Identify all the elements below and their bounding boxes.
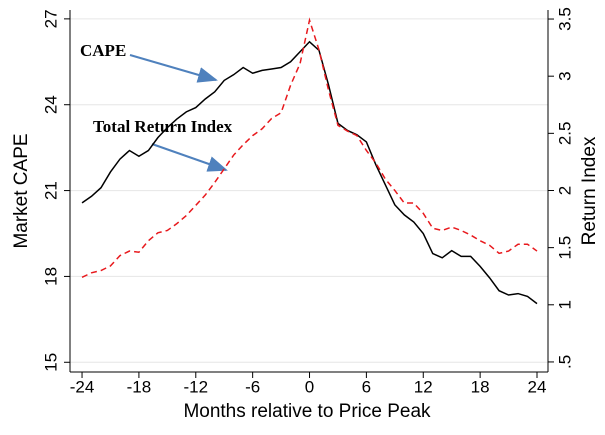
arrow xyxy=(151,143,228,172)
x-tick-label: 6 xyxy=(362,377,371,396)
line-series xyxy=(81,17,538,279)
y-axis-title: Market CAPE xyxy=(11,133,32,248)
y2-tick-label: 1 xyxy=(555,300,574,309)
y2-tick-label: 2 xyxy=(555,186,574,195)
y2-tick-label: 3.5 xyxy=(555,7,574,31)
x-tick-label: 0 xyxy=(305,377,314,396)
arrow xyxy=(129,54,218,83)
y-tick-label: 15 xyxy=(41,353,60,372)
annotation: CAPE xyxy=(80,41,126,60)
line-series xyxy=(81,40,538,305)
y2-axis-title: Return Index xyxy=(579,136,600,245)
y-tick-label: 18 xyxy=(41,267,60,286)
y2-tick-label: 2.5 xyxy=(555,122,574,146)
x-tick-label: -24 xyxy=(70,377,95,396)
x-tick-label: -18 xyxy=(127,377,152,396)
y2-tick-label: 1.5 xyxy=(555,236,574,260)
y2-tick-label: 3 xyxy=(555,71,574,80)
x-tick-label: -12 xyxy=(183,377,208,396)
annotation: Total Return Index xyxy=(93,117,233,136)
x-tick-label: 18 xyxy=(471,377,490,396)
x-tick-label: 24 xyxy=(528,377,547,396)
y-tick-label: 27 xyxy=(41,9,60,28)
y2-tick-label: .5 xyxy=(555,355,574,369)
x-tick-label: -6 xyxy=(245,377,260,396)
x-axis-title: Months relative to Price Peak xyxy=(183,401,431,422)
y-tick-label: 21 xyxy=(41,181,60,200)
y-tick-label: 24 xyxy=(41,95,60,114)
x-tick-label: 12 xyxy=(414,377,433,396)
